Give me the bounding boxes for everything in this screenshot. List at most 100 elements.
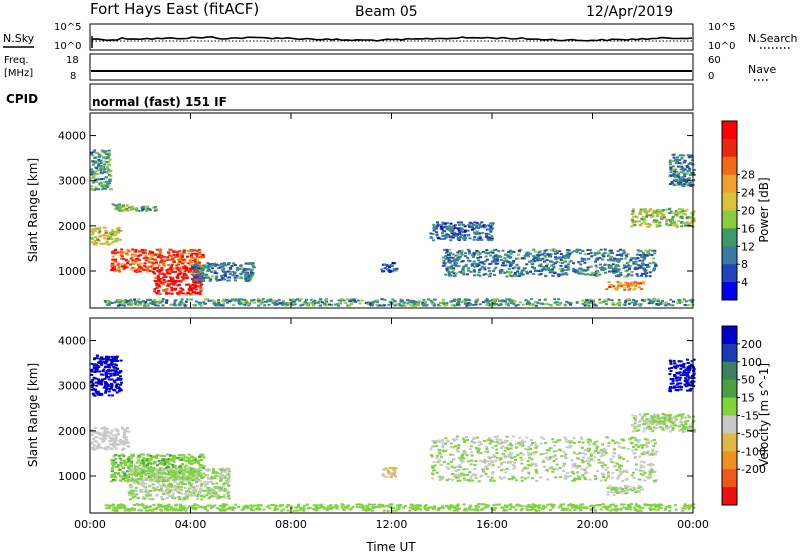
echo-cell xyxy=(640,303,643,305)
echo-cell xyxy=(510,302,513,304)
echo-cell xyxy=(188,454,191,456)
echo-cell xyxy=(617,270,620,272)
echo-cell xyxy=(184,305,187,307)
echo-cell xyxy=(229,268,232,270)
echo-cell xyxy=(165,476,168,478)
echo-cell xyxy=(97,366,100,368)
echo-cell xyxy=(193,277,196,279)
echo-cell xyxy=(517,254,520,256)
echo-cell xyxy=(224,497,227,499)
echo-cell xyxy=(113,438,116,440)
echo-cell xyxy=(108,394,111,396)
echo-cell xyxy=(473,236,476,238)
echo-cell xyxy=(514,275,517,277)
echo-cell xyxy=(641,299,644,301)
echo-cell xyxy=(183,259,186,261)
echo-cell xyxy=(685,300,688,302)
echo-cell xyxy=(617,281,620,283)
echo-cell xyxy=(643,208,646,210)
echo-cell xyxy=(452,267,455,269)
echo-cell xyxy=(422,299,425,301)
echo-cell xyxy=(103,435,106,437)
echo-cell xyxy=(455,262,458,264)
echo-cell xyxy=(108,378,111,380)
echo-cell xyxy=(648,249,651,251)
echo-cell xyxy=(185,301,188,303)
echo-cell xyxy=(300,298,303,300)
freq-tick-bottom: 8 xyxy=(70,71,76,82)
echo-cell xyxy=(152,475,155,477)
echo-cell xyxy=(557,275,560,277)
echo-cell xyxy=(491,235,494,237)
echo-cell xyxy=(92,448,95,450)
echo-cell xyxy=(175,265,178,267)
echo-cell xyxy=(178,478,181,480)
echo-cell xyxy=(96,355,99,357)
echo-cell xyxy=(108,154,111,156)
echo-cell xyxy=(188,299,191,301)
echo-cell xyxy=(91,189,94,191)
echo-cell xyxy=(114,370,117,372)
echo-cell xyxy=(442,257,445,259)
echo-cell xyxy=(479,275,482,277)
echo-cell xyxy=(119,301,122,303)
echo-cell xyxy=(530,298,533,300)
echo-cell xyxy=(237,506,240,508)
echo-cell xyxy=(129,301,132,303)
echo-cell xyxy=(679,217,682,219)
echo-cell xyxy=(108,390,111,392)
echo-cell xyxy=(99,361,102,363)
echo-cell xyxy=(409,300,412,302)
echo-cell xyxy=(115,444,118,446)
echo-cell xyxy=(525,271,528,273)
echo-cell xyxy=(520,271,523,273)
echo-cell xyxy=(111,394,114,396)
echo-cell xyxy=(119,464,122,466)
echo-cell xyxy=(139,478,142,480)
echo-cell xyxy=(515,504,518,506)
echo-cell xyxy=(476,231,479,233)
echo-cell xyxy=(220,275,223,277)
echo-cell xyxy=(478,264,481,266)
echo-cell xyxy=(564,257,567,259)
echo-cell xyxy=(146,271,149,273)
echo-cell xyxy=(579,252,582,254)
echo-cell xyxy=(613,268,616,270)
echo-cell xyxy=(188,477,191,479)
echo-cell xyxy=(130,269,133,271)
echo-cell xyxy=(502,250,505,252)
echo-cell xyxy=(582,507,585,509)
echo-cell xyxy=(202,255,205,257)
echo-cell xyxy=(166,454,169,456)
echo-cell xyxy=(183,250,186,252)
echo-cell xyxy=(199,256,202,258)
echo-cell xyxy=(381,271,384,273)
echo-cell xyxy=(184,459,187,461)
echo-cell xyxy=(218,486,221,488)
echo-cell xyxy=(113,507,116,509)
echo-cell xyxy=(671,160,674,162)
echo-cell xyxy=(148,261,151,263)
echo-cell xyxy=(688,168,691,170)
echo-cell xyxy=(94,161,97,163)
echo-cell xyxy=(203,266,206,268)
echo-cell xyxy=(120,360,123,362)
echo-cell xyxy=(141,467,144,469)
echo-cell xyxy=(92,394,95,396)
power-y-axis-label: Slant Range [km] xyxy=(26,158,40,262)
echo-cell xyxy=(137,497,140,499)
echo-cell xyxy=(613,258,616,260)
echo-cell xyxy=(126,300,129,302)
echo-cell xyxy=(187,292,190,294)
echo-cell xyxy=(168,474,171,476)
echo-cell xyxy=(303,505,306,507)
echo-cell xyxy=(127,445,130,447)
echo-cell xyxy=(483,274,486,276)
echo-cell xyxy=(626,270,629,272)
echo-cell xyxy=(197,262,200,264)
echo-cell xyxy=(234,504,237,506)
echo-cell xyxy=(600,249,603,251)
echo-cell xyxy=(473,269,476,271)
echo-cell xyxy=(185,274,188,276)
echo-cell xyxy=(648,226,651,228)
